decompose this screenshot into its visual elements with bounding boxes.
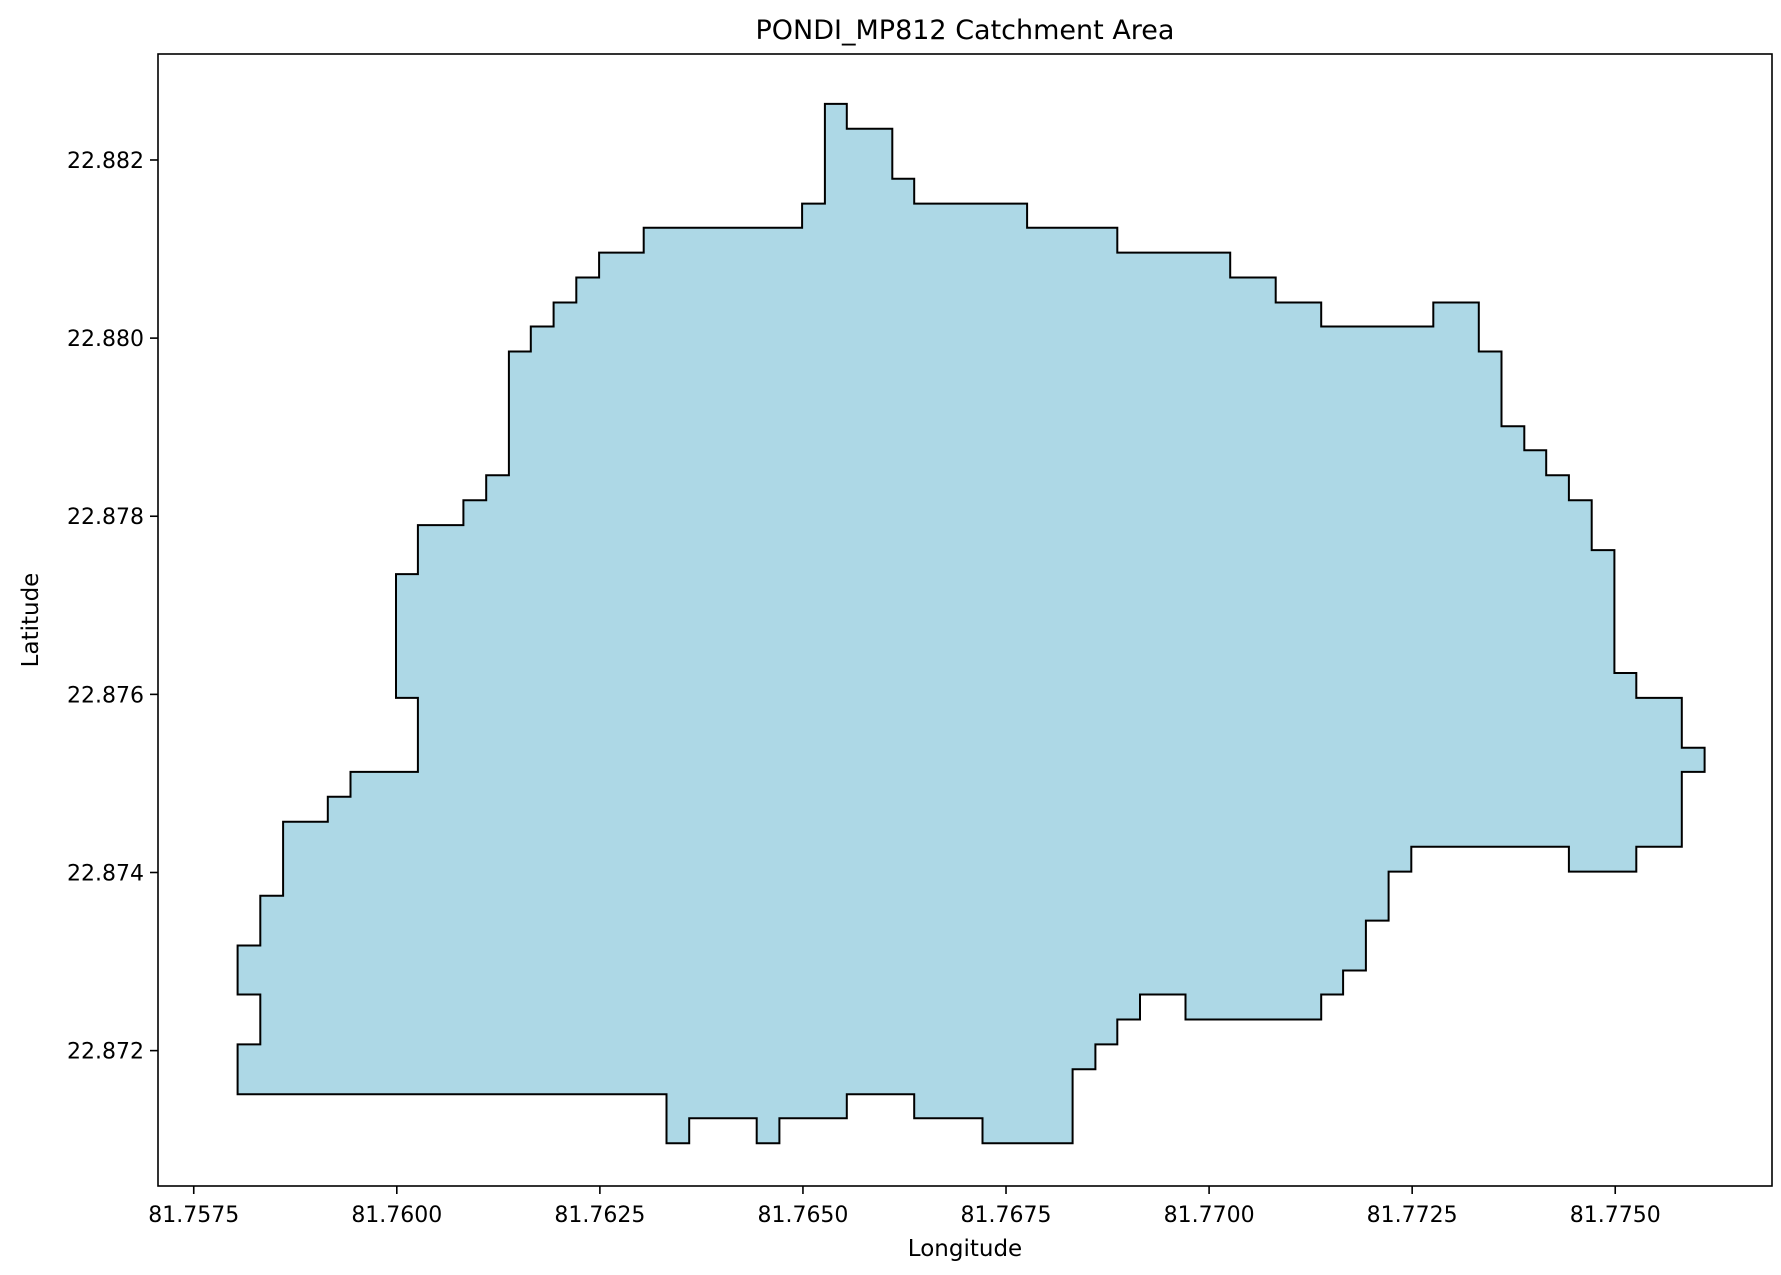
y-axis-label: Latitude <box>18 573 44 668</box>
x-tick-label: 81.7725 <box>1367 1203 1458 1228</box>
x-axis-ticks: 81.7575 81.7600 81.7625 81.7650 81.7675 81.77… <box>148 1186 1661 1228</box>
y-tick-label: 22.876 <box>67 683 144 708</box>
y-tick-label: 22.880 <box>67 327 144 352</box>
y-tick-label: 22.874 <box>67 861 144 886</box>
y-tick-label: 22.872 <box>67 1040 144 1065</box>
catchment-area-polygon <box>236 102 1706 1145</box>
x-axis-label: Longitude <box>908 1236 1022 1262</box>
chart-title: PONDI_MP812 Catchment Area <box>756 15 1175 46</box>
plot-area <box>157 53 1773 1187</box>
x-tick-label: 81.7700 <box>1164 1203 1255 1228</box>
x-tick-label: 81.7575 <box>148 1203 239 1228</box>
x-tick-label: 81.7650 <box>757 1203 848 1228</box>
y-tick-label: 22.882 <box>67 149 144 174</box>
x-tick-label: 81.7600 <box>351 1203 442 1228</box>
x-tick-label: 81.7625 <box>554 1203 645 1228</box>
x-tick-label: 81.7750 <box>1570 1203 1661 1228</box>
y-tick-label: 22.878 <box>67 505 144 530</box>
axes-frame <box>157 53 1773 1187</box>
x-tick-label: 81.7675 <box>961 1203 1052 1228</box>
y-axis-ticks: 22.872 22.874 22.876 22.878 22.880 22.882 <box>67 149 158 1065</box>
